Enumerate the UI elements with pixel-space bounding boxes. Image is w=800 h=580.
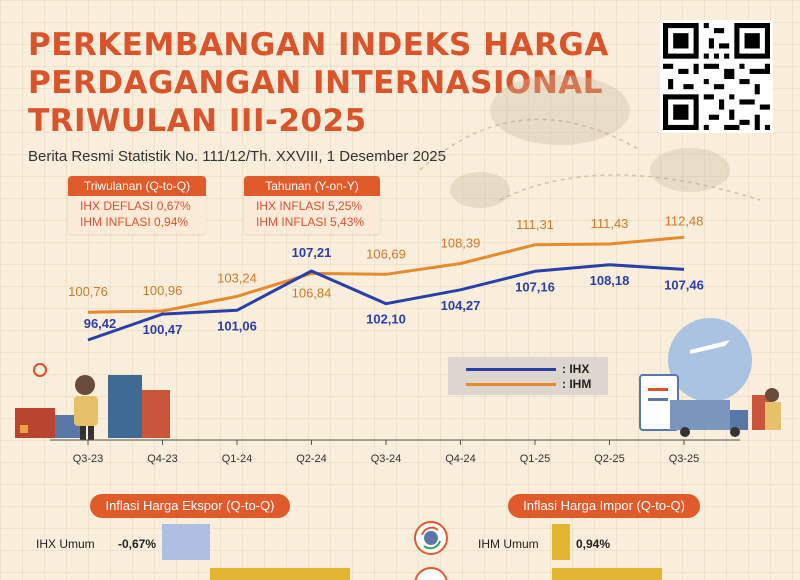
- ihx-data-label: 96,42: [84, 316, 117, 331]
- qr-code-icon: [660, 20, 773, 133]
- title-line-2: PERDAGANGAN INTERNASIONAL: [28, 65, 604, 101]
- x-tick-label: Q2-24: [296, 453, 327, 465]
- ihx-data-label: 107,46: [664, 277, 704, 292]
- ihm-data-label: 106,69: [366, 246, 406, 261]
- ihm-data-label: 108,39: [441, 235, 481, 250]
- legend-ihx: : IHX: [466, 362, 590, 376]
- x-tick-label: Q2-25: [594, 453, 625, 465]
- import-second-bar: [552, 568, 662, 580]
- yoy-line-ihm: IHM INFLASI 5,43%: [256, 215, 365, 229]
- x-tick-label: Q1-25: [520, 453, 551, 465]
- world-map-decoration: [450, 75, 730, 208]
- ihx-data-label: 102,10: [366, 312, 406, 327]
- ihm-data-label: 112,48: [665, 213, 704, 228]
- x-tick-label: Q3-25: [669, 453, 700, 465]
- x-tick-label: Q4-24: [445, 453, 476, 465]
- title-line-3: TRIWULAN III-2025: [28, 103, 367, 139]
- qtq-title: Triwulanan (Q-to-Q): [68, 176, 206, 196]
- legend-ihm: : IHM: [466, 377, 592, 391]
- qtq-summary-box: Triwulanan (Q-to-Q) IHX DEFLASI 0,67% IH…: [68, 176, 206, 234]
- flight-path-decoration: [419, 118, 761, 201]
- ihm-data-label: 111,43: [591, 216, 629, 231]
- ihm-umum-value: 0,94%: [576, 537, 611, 551]
- export-inflation-title: Inflasi Harga Ekspor (Q-to-Q): [90, 494, 290, 518]
- warehouse-illustration: [15, 363, 170, 440]
- ihx-umum-bar: [162, 524, 210, 560]
- legend-ihm-label: : IHM: [562, 377, 592, 391]
- page-subtitle: Berita Resmi Statistik No. 111/12/Th. XX…: [28, 148, 446, 165]
- ihx-data-label: 101,06: [217, 318, 257, 333]
- yoy-summary-box: Tahunan (Y-on-Y) IHX INFLASI 5,25% IHM I…: [244, 176, 380, 234]
- ihx-umum-label: IHX Umum: [36, 537, 95, 551]
- ihm-data-label: 106,84: [292, 285, 332, 300]
- ihm-data-label: 100,96: [143, 283, 183, 298]
- title-line-1: PERKEMBANGAN INDEKS HARGA: [28, 27, 609, 63]
- x-tick-label: Q1-24: [222, 453, 253, 465]
- page-title: PERKEMBANGAN INDEKS HARGA PERDAGANGAN IN…: [28, 26, 609, 140]
- chart-legend: : IHX : IHM: [448, 357, 608, 395]
- legend-ihx-label: : IHX: [562, 362, 590, 376]
- ihm-umum-label: IHM Umum: [478, 537, 539, 551]
- ihm-data-label: 100,76: [68, 284, 108, 299]
- ihx-data-label: 100,47: [143, 322, 183, 337]
- export-second-bar: [210, 568, 350, 580]
- x-tick-label: Q3-24: [371, 453, 402, 465]
- qtq-line-ihm: IHM INFLASI 0,94%: [80, 215, 189, 229]
- yoy-title: Tahunan (Y-on-Y): [244, 176, 380, 196]
- ihx-data-label: 107,16: [515, 279, 555, 294]
- ihm-umum-bar: [552, 524, 570, 560]
- ihx-swatch: [466, 367, 556, 371]
- x-tick-label: Q4-23: [147, 453, 178, 465]
- qtq-line-ihx: IHX DEFLASI 0,67%: [80, 199, 191, 213]
- logistics-illustration: [639, 318, 781, 437]
- ihx-data-label: 104,27: [441, 298, 481, 313]
- ihx-umum-value: -0,67%: [118, 537, 157, 551]
- x-tick-label: Q3-23: [73, 453, 104, 465]
- ihx-series-line: [87, 263, 685, 342]
- ihm-series-line: [87, 235, 685, 314]
- ihm-data-label: 103,24: [217, 270, 257, 285]
- ihx-data-label: 108,18: [590, 273, 630, 288]
- ihm-data-label: 111,31: [516, 217, 554, 232]
- import-inflation-title: Inflasi Harga Impor (Q-to-Q): [508, 494, 700, 518]
- yoy-line-ihx: IHX INFLASI 5,25%: [256, 199, 363, 213]
- ihm-swatch: [466, 382, 556, 386]
- ihx-data-label: 107,21: [292, 245, 332, 260]
- trade-cycle-icon: [414, 521, 448, 555]
